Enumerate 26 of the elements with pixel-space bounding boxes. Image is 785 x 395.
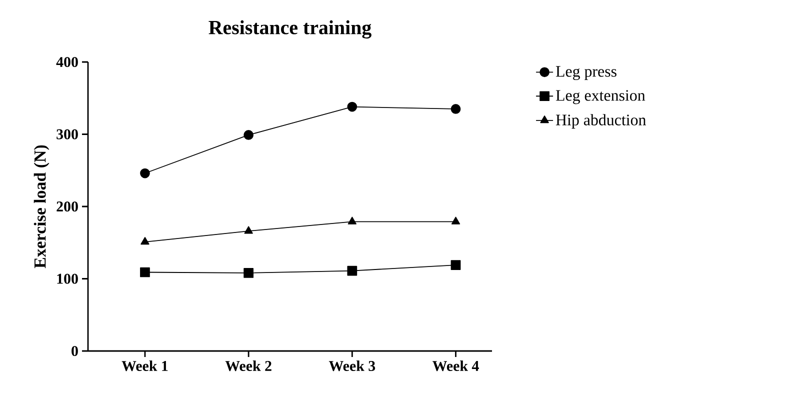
y-axis-title: Exercise load (N) (34, 145, 50, 268)
legend-label: Leg extension (556, 90, 646, 104)
legend-label: Leg press (556, 66, 616, 80)
point (244, 130, 254, 140)
chart-title: Resistance training (208, 20, 372, 38)
x-tick-label: Week 4 (432, 360, 479, 372)
point (347, 102, 358, 112)
x-tick-label: Week 1 (122, 360, 168, 372)
y-tick-label: 300 (56, 129, 78, 140)
point (450, 260, 461, 270)
y-tick-label: 200 (56, 201, 78, 212)
point (451, 216, 460, 224)
x-tick-label: Week 3 (328, 360, 376, 372)
y-tick-label: 0 (72, 346, 78, 356)
point (140, 267, 150, 278)
x-tick-label: Week 2 (225, 360, 272, 372)
y-tick-label: 100 (57, 274, 78, 284)
point (140, 236, 150, 245)
point (244, 268, 254, 278)
point (140, 168, 150, 178)
point (450, 104, 461, 114)
y-tick-label: 400 (56, 56, 78, 68)
point (244, 226, 253, 234)
legend-label: Hip abduction (556, 114, 646, 129)
point (348, 216, 356, 224)
point (347, 266, 358, 276)
